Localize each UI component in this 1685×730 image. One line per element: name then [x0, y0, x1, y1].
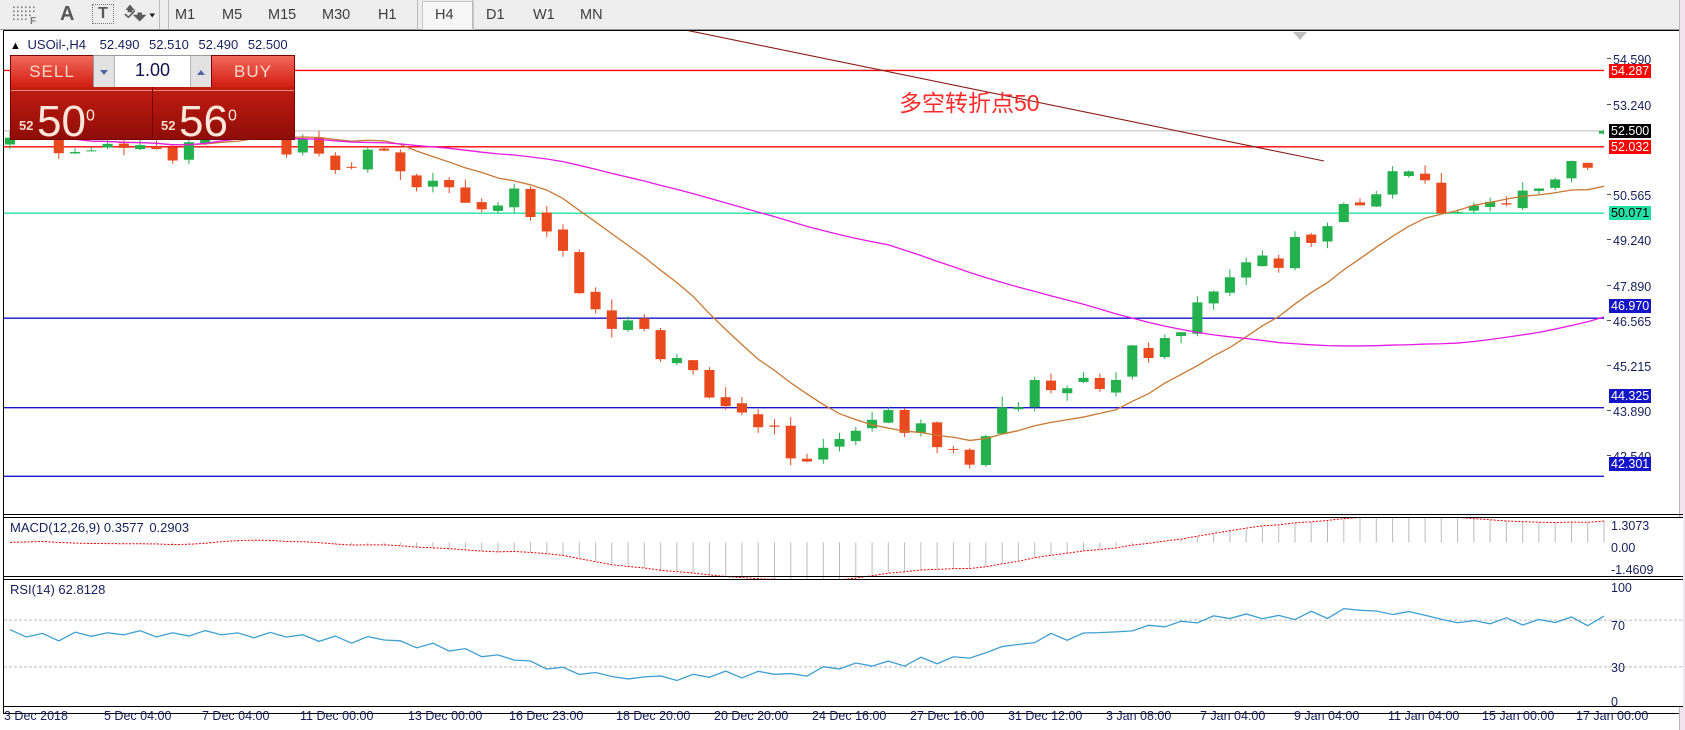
svg-text:F: F [30, 16, 36, 24]
svg-text:多空转折点50: 多空转折点50 [899, 90, 1040, 116]
